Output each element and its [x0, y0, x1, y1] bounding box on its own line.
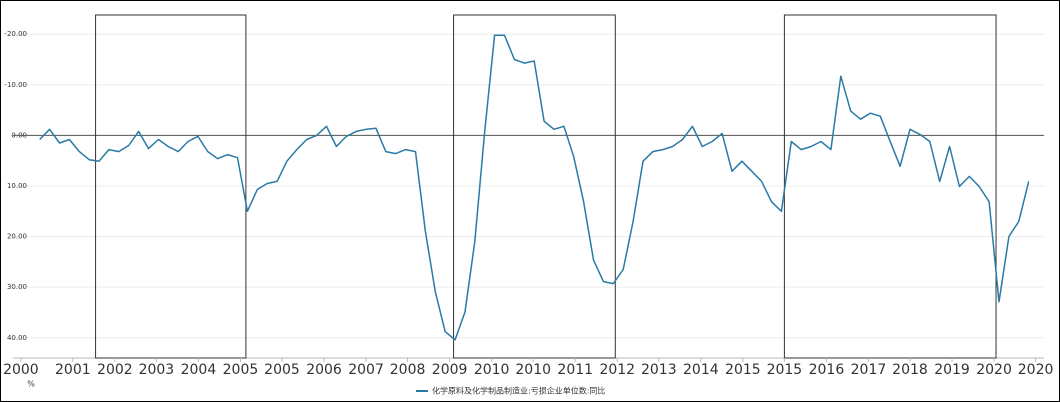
x-tick-label: 2015	[767, 362, 803, 378]
y-tick-label: -20.00	[4, 30, 27, 38]
x-tick-label: 2017	[851, 362, 887, 378]
x-tick-label: 2009	[432, 362, 468, 378]
x-tick-label: 2016	[809, 362, 845, 378]
y-tick-label: 20.00	[7, 233, 27, 241]
y-tick-label: 10.00	[7, 182, 27, 190]
x-tick-label: 2002	[97, 362, 133, 378]
x-tick-label: 2013	[641, 362, 677, 378]
x-tick-label: 2005	[264, 362, 300, 378]
x-tick-label: 2003	[139, 362, 175, 378]
x-tick-label: 2015	[725, 362, 761, 378]
x-tick-label: 2010	[474, 362, 510, 378]
y-tick-label: -10.00	[4, 81, 27, 89]
x-tick-label: 2020	[1018, 362, 1054, 378]
x-tick-label: 2001	[55, 362, 91, 378]
x-tick-label: 2011	[557, 362, 593, 378]
x-tick-label: 2008	[390, 362, 426, 378]
y-unit: %	[27, 380, 35, 389]
x-tick-label: 2014	[683, 362, 719, 378]
highlight-box	[453, 14, 616, 359]
y-tick-label: 40.00	[7, 334, 27, 342]
x-tick-label: 2004	[181, 362, 217, 378]
legend-label: 化学原料及化学制品制造业:亏损企业单位数:同比	[432, 386, 605, 396]
x-tick-label: 2007	[348, 362, 384, 378]
y-tick-label: 30.00	[7, 283, 27, 291]
x-tick-label: 2018	[892, 362, 928, 378]
x-tick-label: 2019	[934, 362, 970, 378]
x-tick-label: 2012	[599, 362, 635, 378]
x-tick-label: 2010	[515, 362, 551, 378]
x-tick-label: 2005	[223, 362, 259, 378]
series-line	[39, 34, 1030, 341]
highlight-box	[95, 14, 247, 359]
x-tick-label: 2020	[976, 362, 1012, 378]
x-tick-label: 2006	[306, 362, 342, 378]
x-tick-label: 2000	[3, 362, 39, 378]
